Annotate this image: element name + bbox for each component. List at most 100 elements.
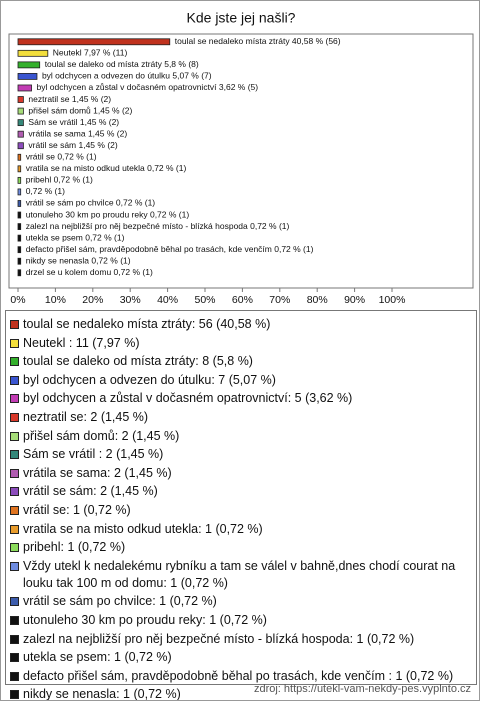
legend-label: toulal se nedaleko místa ztráty: 56 (40,… [23, 317, 271, 331]
legend-label: Vždy utekl k nedalekému rybníku a tam se… [23, 558, 456, 590]
legend-label: utonuleho 30 km po proudu reky: 1 (0,72 … [23, 612, 267, 627]
bar [17, 84, 32, 92]
value-label: vrátila se sama 1,45 % (2) [28, 128, 127, 138]
legend-swatch [10, 690, 19, 700]
legend-label: defacto přišel sám, pravděpodobně běhal … [23, 668, 454, 683]
plot-frame [8, 33, 474, 289]
x-tick-label: 0% [10, 294, 25, 306]
bar [17, 165, 22, 173]
bar [17, 200, 22, 207]
legend-item: byl odchycen a odvezen do útulku: 7 (5,0… [10, 372, 470, 389]
legend-swatch [10, 375, 19, 385]
bar [17, 211, 22, 219]
legend-label: Sám se vrátil : 2 (1,45 %) [23, 447, 164, 462]
x-tick-label: 20% [82, 294, 103, 306]
legend-swatch [10, 431, 19, 441]
x-tick-label: 50% [194, 294, 215, 306]
bar [17, 61, 41, 69]
legend-swatch [10, 597, 19, 607]
bar [17, 223, 22, 230]
legend-item: vrátil se sám: 2 (1,45 %) [10, 483, 470, 500]
legend-swatch [10, 450, 19, 460]
bar [17, 107, 24, 115]
chart-title: Kde jste jej našli? [187, 10, 296, 26]
chart: Kde jste jej našli? 0% 10% 20% 30% 40% 50% 60%… [8, 10, 474, 306]
legend-label: pribehl: 1 (0,72 %) [23, 540, 126, 555]
x-tick-label: 70% [269, 294, 290, 306]
legend-label: byl odchycen a zůstal v dočasném opatrov… [23, 391, 353, 406]
value-label: zalezl na nejbližší pro něj bezpečné mís… [26, 221, 290, 231]
bar [17, 38, 171, 46]
value-label: 0,72 % (1) [26, 186, 65, 196]
legend-swatch [10, 671, 19, 681]
bar [17, 73, 38, 80]
x-tick-label: 90% [344, 294, 365, 306]
legend-swatch [10, 505, 19, 515]
legend-label: vratila se na misto odkud utekla: 1 (0,7… [23, 521, 263, 536]
value-label: Neutekl 7,97 % (11) [53, 48, 128, 58]
legend-item: Sám se vrátil : 2 (1,45 %) [10, 446, 470, 463]
legend-item: byl odchycen a zůstal v dočasném opatrov… [10, 390, 470, 407]
legend-item: toulal se nedaleko místa ztráty: 56 (40,… [10, 316, 470, 333]
legend-label: vrátil se sám po chvilce: 1 (0,72 %) [23, 594, 217, 609]
legend-swatch [10, 634, 19, 644]
bar [17, 269, 22, 277]
bar [17, 176, 22, 184]
legend-label: vrátil se sám: 2 (1,45 %) [23, 484, 158, 499]
value-label: toulal se daleko od místa ztráty 5,8 % (… [45, 59, 199, 69]
value-label: neztratil se 1,45 % (2) [28, 94, 111, 104]
legend-swatch [10, 394, 19, 404]
bar [17, 130, 24, 138]
legend-item: toulal se daleko od místa ztráty: 8 (5,8… [10, 353, 470, 370]
legend-swatch [10, 487, 19, 497]
value-label: byl odchycen a odvezen do útulku 5,07 % … [42, 71, 212, 81]
legend-swatch [10, 653, 19, 663]
legend-label: vrátila se sama: 2 (1,45 %) [23, 465, 172, 480]
value-label: vrátil se sám 1,45 % (2) [28, 140, 117, 150]
value-label: Sám se vrátil 1,45 % (2) [28, 117, 119, 127]
legend-swatch [10, 412, 19, 422]
bar [17, 142, 24, 150]
legend-item: vratila se na misto odkud utekla: 1 (0,7… [10, 521, 470, 538]
legend-swatch [10, 524, 19, 534]
legend-item: Vždy utekl k nedalekému rybníku a tam se… [10, 558, 470, 592]
x-tick-label: 30% [120, 294, 141, 306]
bar [17, 96, 24, 103]
legend-item: pribehl: 1 (0,72 %) [10, 539, 470, 556]
bar [17, 246, 22, 254]
legend-item: přišel sám domů: 2 (1,45 %) [10, 428, 470, 445]
legend-swatch [10, 357, 19, 367]
value-label: utonuleho 30 km po proudu reky 0,72 % (1… [26, 209, 190, 219]
legend-label: neztratil se: 2 (1,45 %) [23, 409, 149, 424]
value-label: pribehl 0,72 % (1) [26, 175, 93, 185]
bar [17, 49, 49, 57]
legend-label: Neutekl : 11 (7,97 %) [23, 335, 140, 350]
bar [17, 119, 24, 127]
legend-item: utonuleho 30 km po proudu reky: 1 (0,72 … [10, 612, 470, 629]
source: zdroj: https://utekl-vam-nekdy-pes.vypln… [253, 683, 471, 695]
legend-item: vrátil se sám po chvilce: 1 (0,72 %) [10, 593, 470, 610]
legend-label: toulal se daleko od místa ztráty: 8 (5,8… [23, 354, 253, 369]
value-label: drzel se u kolem domu 0,72 % (1) [26, 267, 153, 277]
x-tick-label: 80% [307, 294, 328, 306]
x-tick-label: 100% [379, 294, 406, 306]
legend-label: utekla se psem: 1 (0,72 %) [23, 650, 172, 665]
legend-item: utekla se psem: 1 (0,72 %) [10, 649, 470, 666]
value-label: byl odchycen a zůstal v dočasném opatrov… [37, 82, 259, 92]
legend-item: vrátila se sama: 2 (1,45 %) [10, 465, 470, 482]
legend-item: defacto přišel sám, pravděpodobně běhal … [10, 668, 470, 685]
legend-label: přišel sám domů: 2 (1,45 %) [23, 428, 180, 443]
value-label: nikdy se nenasla 0,72 % (1) [26, 255, 131, 265]
bar [17, 188, 22, 196]
legend-item: Neutekl : 11 (7,97 %) [10, 335, 470, 352]
x-tick-label: 10% [45, 294, 66, 306]
bar [17, 153, 22, 161]
bar [17, 234, 22, 242]
legend-swatch [10, 615, 19, 625]
value-label: toulal se nedaleko místa ztráty 40,58 % … [175, 36, 341, 46]
legend-label: vrátil se: 1 (0,72 %) [23, 502, 131, 517]
x-tick-label: 60% [232, 294, 253, 306]
legend-swatch [10, 320, 19, 329]
legend-label: byl odchycen a odvezen do útulku: 7 (5,0… [23, 372, 276, 387]
